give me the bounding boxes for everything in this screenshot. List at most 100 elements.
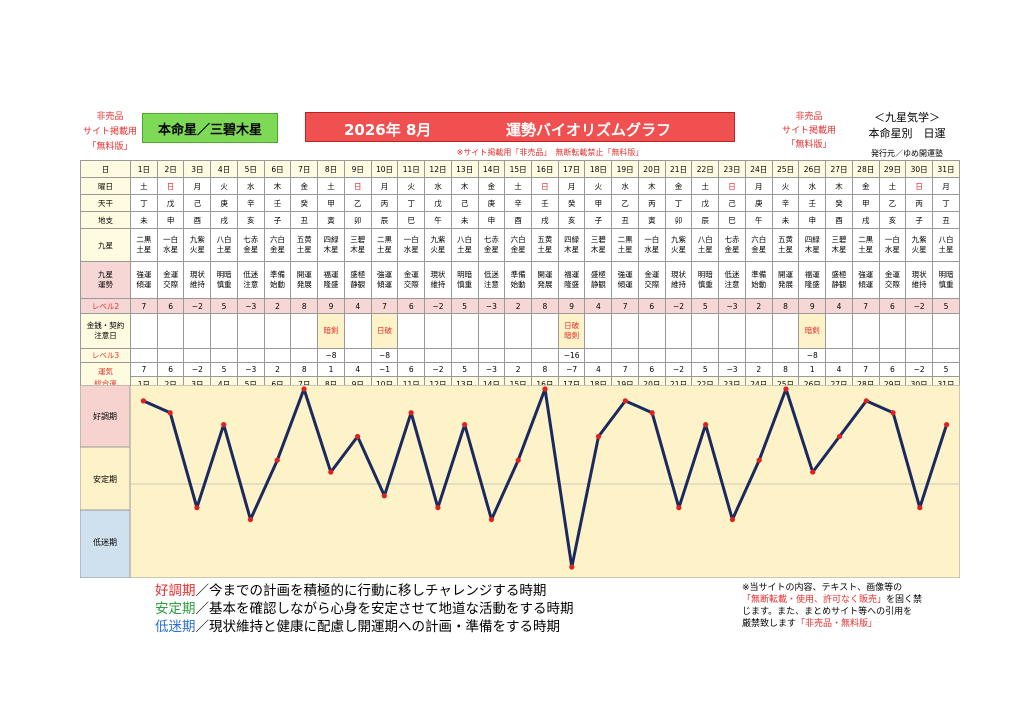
cell-warn-22 — [691, 313, 720, 349]
unsei-31-a: 明暗 — [938, 270, 954, 279]
kyusei-28-a: 二黒 — [858, 235, 874, 244]
fortune-table: 日 1日 2日 3日 4日 5日 6日 7日 8日 9日 10日 11日 12日 13日 14日 15日 16… — [80, 160, 960, 393]
cell-day-5: 5日 — [236, 160, 265, 178]
unsei-27-a: 盛極 — [831, 270, 847, 279]
kyusei-line-2: 本命星別 日運 — [868, 127, 946, 140]
kyusei-7-a: 五黄 — [296, 235, 312, 244]
unsei-4-a: 明暗 — [216, 270, 232, 279]
cell-weekday-16: 日 — [531, 177, 559, 195]
zone-stable-box — [80, 446, 131, 511]
header-left-line-3: 「無料版」 — [87, 142, 133, 152]
kyusei-20-b: 水星 — [644, 245, 660, 254]
unsei-1-b: 傾運 — [136, 280, 152, 289]
cell-day-27: 27日 — [825, 160, 853, 178]
cell-day-12: 12日 — [424, 160, 452, 178]
kyusei-17-a: 四緑 — [564, 235, 580, 244]
kyusei-9-b: 木星 — [350, 245, 366, 254]
unsei-19-a: 強運 — [617, 270, 633, 279]
cell-level3-22 — [691, 348, 720, 363]
cell-tenkan-12: 戊 — [424, 194, 452, 212]
unsei-14-a: 低迷 — [483, 270, 499, 279]
chart-panel — [80, 385, 960, 578]
cell-unsei-5: 低迷 注意 — [236, 261, 265, 299]
data-point-18 — [595, 433, 602, 440]
cell-day-15: 15日 — [504, 160, 533, 178]
cell-warn-20 — [637, 313, 666, 349]
cell-chishi-1: 未 — [130, 211, 158, 229]
cell-warn-24 — [744, 313, 773, 349]
cell-level2-24: 2 — [744, 298, 773, 314]
cell-total-2: 6 — [156, 362, 185, 377]
cell-day-13: 13日 — [450, 160, 479, 178]
cell-kyusei-6: 六白 金星 — [263, 228, 292, 262]
data-point-22 — [703, 422, 709, 428]
cell-level3-2 — [156, 348, 185, 363]
cell-total-3: −2 — [183, 362, 212, 377]
cell-kyusei-16: 五黄 土星 — [531, 228, 559, 262]
kyusei-10-a: 二黒 — [376, 235, 392, 244]
kyusei-26-a: 四緑 — [804, 235, 820, 244]
legend-item-good: 好調期／今までの計画を積極的に行動に移しチャレンジする時期 — [155, 582, 735, 600]
header-left-label: 非売品 サイト掲載用 「無料版」 — [80, 110, 140, 155]
cell-tenkan-7: 癸 — [290, 194, 319, 212]
cell-weekday-7: 金 — [290, 177, 319, 195]
cell-warn-12 — [424, 313, 452, 349]
cell-day-16: 16日 — [531, 160, 559, 178]
cell-unsei-22: 明暗 慎重 — [691, 261, 720, 299]
kyusei-3-a: 九紫 — [189, 235, 205, 244]
cell-total-14: −3 — [477, 362, 506, 377]
kyusei-31-b: 土星 — [938, 245, 954, 254]
unsei-19-b: 傾運 — [617, 280, 633, 289]
cell-total-26: 1 — [798, 362, 827, 377]
cell-warn-18 — [584, 313, 613, 349]
legend-text-stable: ／基本を確認しながら心身を安定させて地道な活動をする時期 — [195, 601, 574, 617]
kyusei-14-a: 七赤 — [483, 235, 499, 244]
unsei-24-a: 準備 — [751, 270, 767, 279]
cell-level3-19 — [611, 348, 639, 363]
header-right-line-2: サイト掲載用 — [781, 126, 836, 136]
cell-weekday-25: 火 — [771, 177, 800, 195]
cell-kyusei-9: 三碧 木星 — [343, 228, 372, 262]
cell-tenkan-1: 丁 — [130, 194, 158, 212]
cell-unsei-23: 低迷 注意 — [718, 261, 746, 299]
data-point-26 — [810, 469, 816, 475]
cell-total-9: 4 — [343, 362, 372, 377]
cell-level2-4: 5 — [210, 298, 238, 314]
cell-warn-30 — [905, 313, 934, 349]
cell-warn-1 — [130, 313, 158, 349]
cell-total-30: −2 — [905, 362, 934, 377]
kyusei-28-b: 土星 — [858, 245, 874, 254]
cell-warn-31 — [932, 313, 960, 349]
warn-26-0: 暗剣 — [804, 326, 820, 335]
cell-unsei-9: 盛極 静観 — [343, 261, 372, 299]
cell-level2-12: −2 — [424, 298, 452, 314]
cell-tenkan-28: 甲 — [851, 194, 880, 212]
cell-unsei-6: 準備 始動 — [263, 261, 292, 299]
cell-level3-30 — [905, 348, 934, 363]
data-point-11 — [408, 410, 414, 416]
cell-tenkan-25: 辛 — [771, 194, 800, 212]
note-line-3: じます。また、まとめサイト等への引用を — [742, 607, 913, 617]
cell-chishi-17: 亥 — [557, 211, 586, 229]
cell-chishi-7: 丑 — [290, 211, 319, 229]
cell-tenkan-16: 壬 — [531, 194, 559, 212]
cell-level2-15: 2 — [504, 298, 533, 314]
cell-tenkan-10: 丙 — [370, 194, 399, 212]
unsei-7-a: 開運 — [296, 270, 312, 279]
cell-weekday-21: 金 — [664, 177, 693, 195]
unsei-23-a: 低迷 — [724, 270, 740, 279]
cell-total-29: 6 — [878, 362, 907, 377]
unsei-22-b: 慎重 — [697, 280, 713, 289]
kyusei-12-a: 九紫 — [430, 235, 446, 244]
cell-total-13: 5 — [450, 362, 479, 377]
unsei-12-b: 維持 — [430, 280, 446, 289]
cell-day-7: 7日 — [290, 160, 319, 178]
cell-day-18: 18日 — [584, 160, 613, 178]
unsei-15-b: 始動 — [510, 280, 526, 289]
cell-level2-19: 7 — [611, 298, 639, 314]
data-point-14 — [488, 516, 495, 523]
cell-level3-12 — [424, 348, 452, 363]
cell-level3-20 — [637, 348, 666, 363]
cell-day-20: 20日 — [637, 160, 666, 178]
cell-chishi-6: 子 — [263, 211, 292, 229]
